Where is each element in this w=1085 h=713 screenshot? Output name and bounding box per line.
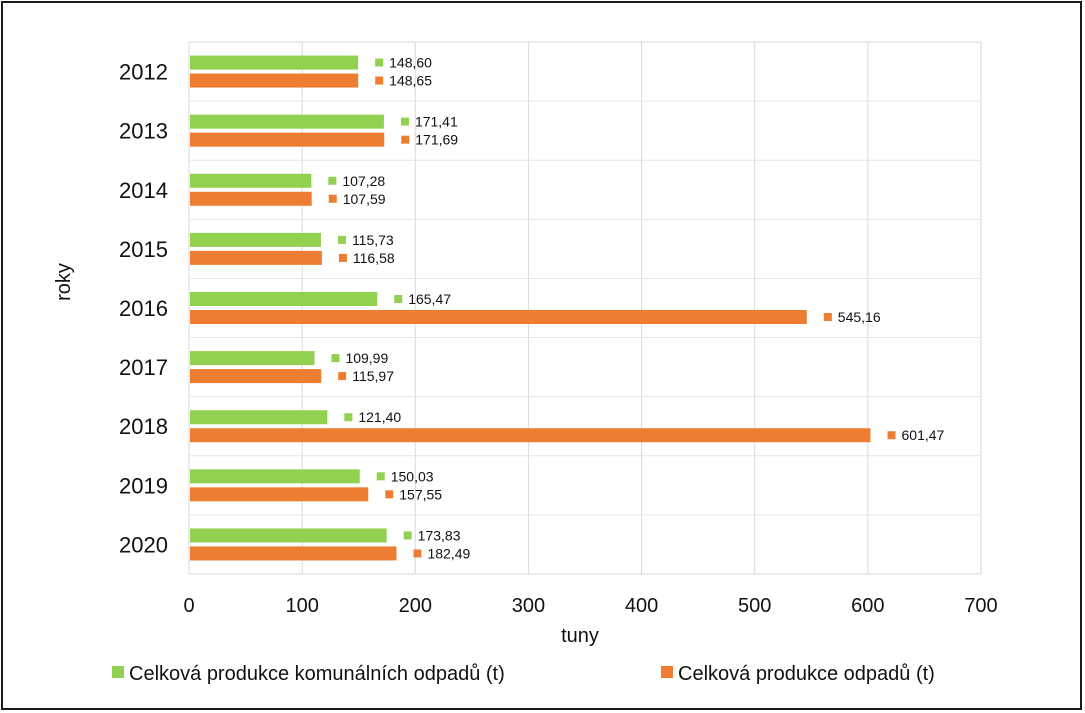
bar-2019-series-1 bbox=[190, 469, 360, 484]
data-label-marker bbox=[887, 431, 896, 440]
bar-2012-series-1 bbox=[190, 55, 359, 70]
x-tick-100: 100 bbox=[285, 595, 318, 617]
bar-2014-series-2 bbox=[190, 191, 312, 206]
legend: Celková produkce komunálních odpadů (t) C… bbox=[112, 663, 935, 685]
data-labels: 148,60 148,65 171,41 171,69 107,28 107,59 115,… bbox=[328, 55, 945, 561]
data-label-marker bbox=[331, 354, 340, 363]
y-tick-2019: 2019 bbox=[119, 473, 168, 498]
data-label-2015-series-2: 116,58 bbox=[353, 250, 395, 266]
data-label-2020-series-2: 182,49 bbox=[427, 545, 470, 561]
data-label-2013-series-2: 171,69 bbox=[415, 132, 458, 148]
data-label-marker bbox=[413, 549, 422, 558]
y-tick-2016: 2016 bbox=[119, 296, 168, 321]
data-label-2014-series-1: 107,28 bbox=[342, 173, 385, 189]
data-label-2013-series-1: 171,41 bbox=[415, 114, 458, 130]
x-tick-400: 400 bbox=[625, 595, 658, 617]
y-tick-2012: 2012 bbox=[119, 60, 168, 85]
data-label-marker bbox=[376, 472, 385, 481]
bars bbox=[190, 55, 871, 561]
bar-2017-series-2 bbox=[190, 369, 322, 384]
x-tick-700: 700 bbox=[964, 595, 997, 617]
data-label-marker bbox=[328, 176, 337, 185]
x-tick-300: 300 bbox=[512, 595, 545, 617]
x-tick-500: 500 bbox=[738, 595, 771, 617]
data-label-marker bbox=[823, 313, 832, 321]
y-tick-2017: 2017 bbox=[119, 355, 168, 380]
bar-2014-series-1 bbox=[190, 173, 312, 188]
bar-2020-series-1 bbox=[190, 528, 387, 543]
data-label-marker bbox=[385, 490, 394, 499]
bar-2013-series-1 bbox=[190, 114, 384, 129]
bar-2013-series-2 bbox=[190, 132, 385, 147]
bar-2015-series-2 bbox=[190, 250, 322, 265]
bar-2018-series-2 bbox=[190, 428, 871, 443]
data-label-marker bbox=[337, 235, 346, 244]
bar-2016-series-1 bbox=[190, 292, 378, 306]
data-label-2016-series-2: 545,16 bbox=[838, 309, 881, 325]
data-label-2019-series-1: 150,03 bbox=[391, 468, 434, 484]
bar-2015-series-1 bbox=[190, 232, 321, 247]
bar-2016-series-2 bbox=[190, 310, 807, 324]
bar-2017-series-1 bbox=[190, 351, 315, 366]
legend-label-series-1: Celková produkce komunálních odpadů (t) bbox=[129, 663, 505, 685]
x-tick-600: 600 bbox=[851, 595, 884, 617]
y-tick-2018: 2018 bbox=[119, 414, 168, 439]
data-label-2018-series-2: 601,47 bbox=[902, 427, 945, 443]
x-tick-0: 0 bbox=[183, 595, 194, 617]
data-label-2014-series-2: 107,59 bbox=[343, 191, 386, 207]
data-label-marker bbox=[338, 253, 347, 262]
data-label-marker bbox=[394, 295, 403, 303]
legend-label-series-2: Celková produkce odpadů (t) bbox=[678, 663, 935, 685]
data-label-marker bbox=[401, 135, 410, 144]
data-label-2020-series-1: 173,83 bbox=[418, 527, 461, 543]
data-label-2017-series-2: 115,97 bbox=[352, 368, 394, 384]
x-axis-title: tuny bbox=[561, 625, 599, 647]
y-tick-2013: 2013 bbox=[119, 119, 168, 144]
bar-2019-series-2 bbox=[190, 487, 369, 502]
data-label-marker bbox=[375, 76, 384, 85]
data-label-2017-series-1: 109,99 bbox=[345, 350, 388, 366]
data-label-2012-series-1: 148,60 bbox=[389, 55, 432, 71]
legend-swatch-series-2 bbox=[661, 666, 673, 678]
x-tick-200: 200 bbox=[399, 595, 432, 617]
y-tick-labels: 2012 2013 2014 2015 2016 2017 2018 2019 2020 bbox=[119, 60, 168, 558]
y-tick-2020: 2020 bbox=[119, 532, 168, 557]
data-label-marker bbox=[403, 531, 412, 540]
data-label-2018-series-1: 121,40 bbox=[358, 409, 401, 425]
data-label-2016-series-1: 165,47 bbox=[408, 291, 451, 307]
data-label-2019-series-2: 157,55 bbox=[399, 486, 442, 502]
bar-2018-series-1 bbox=[190, 410, 328, 425]
y-tick-2014: 2014 bbox=[119, 178, 168, 203]
data-label-marker bbox=[400, 117, 409, 126]
grid-lines bbox=[188, 41, 982, 575]
data-label-marker bbox=[375, 58, 384, 67]
data-label-2015-series-1: 115,73 bbox=[352, 232, 394, 248]
data-label-marker bbox=[328, 194, 337, 203]
y-tick-2015: 2015 bbox=[119, 237, 168, 262]
data-label-2012-series-2: 148,65 bbox=[389, 73, 432, 89]
data-label-marker bbox=[344, 413, 353, 422]
data-label-marker bbox=[338, 372, 347, 381]
y-axis-title: roky bbox=[53, 263, 75, 301]
x-tick-labels: 0 100 200 300 400 500 600 700 bbox=[183, 595, 997, 617]
bar-2012-series-2 bbox=[190, 73, 359, 88]
bar-2020-series-2 bbox=[190, 546, 397, 561]
legend-swatch-series-1 bbox=[112, 666, 124, 678]
